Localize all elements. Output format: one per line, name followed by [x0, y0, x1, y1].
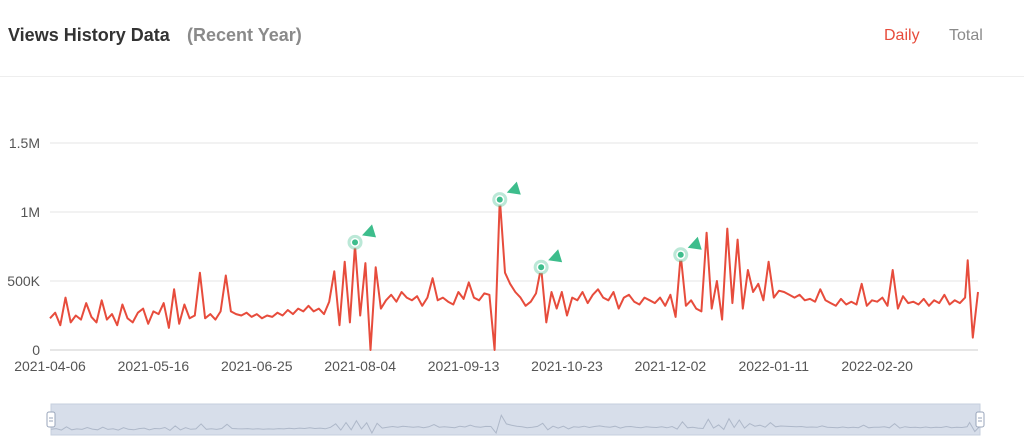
chart-title: Views History Data — [8, 25, 170, 45]
y-axis: 0 500K 1M 1.5M — [7, 135, 40, 358]
zoom-handle-left[interactable] — [46, 411, 56, 428]
x-tick-label: 2021-08-04 — [324, 358, 396, 374]
x-axis: 2021-04-06 2021-05-16 2021-06-25 2021-08-04… — [14, 358, 913, 374]
arrow-icon — [687, 236, 702, 250]
series-line — [49, 197, 979, 351]
y-tick-label: 0 — [32, 342, 40, 358]
zoom-handle-right[interactable] — [975, 411, 985, 428]
marker-dot — [352, 239, 359, 246]
zoom-window — [50, 403, 981, 436]
x-tick-label: 2021-06-25 — [221, 358, 293, 374]
x-tick-label: 2021-12-02 — [635, 358, 707, 374]
arrow-icon — [362, 224, 377, 238]
data-zoom-slider[interactable] — [46, 403, 985, 436]
x-tick-label: 2022-02-20 — [841, 358, 913, 374]
x-tick-label: 2021-05-16 — [118, 358, 190, 374]
x-tick-label: 2021-04-06 — [14, 358, 86, 374]
y-tick-label: 500K — [7, 273, 40, 289]
annotation-marker — [673, 236, 702, 263]
chart-header: Views History Data (Recent Year) Daily T… — [0, 0, 1024, 77]
tab-total[interactable]: Total — [949, 27, 983, 44]
handle-grip — [46, 411, 56, 428]
tab-daily[interactable]: Daily — [884, 27, 920, 44]
arrow-icon — [506, 181, 521, 195]
arrow-icon — [548, 249, 563, 263]
plot-area — [49, 197, 979, 351]
grid-lines — [50, 142, 978, 351]
y-tick-label: 1M — [21, 204, 40, 220]
marker-dot — [538, 264, 545, 271]
annotation-marker — [533, 249, 563, 275]
x-tick-label: 2022-01-11 — [738, 358, 809, 374]
y-tick-label: 1.5M — [9, 135, 40, 151]
zoom-preview-line — [50, 413, 981, 435]
annotation-marker — [347, 224, 377, 250]
marker-dot — [496, 196, 503, 203]
annotation-marker — [492, 181, 521, 208]
x-tick-label: 2021-09-13 — [428, 358, 500, 374]
marker-dot — [677, 251, 684, 258]
x-tick-label: 2021-10-23 — [531, 358, 603, 374]
handle-grip — [975, 411, 985, 428]
chart-subtitle: (Recent Year) — [187, 25, 302, 45]
annotation-markers — [347, 181, 702, 275]
